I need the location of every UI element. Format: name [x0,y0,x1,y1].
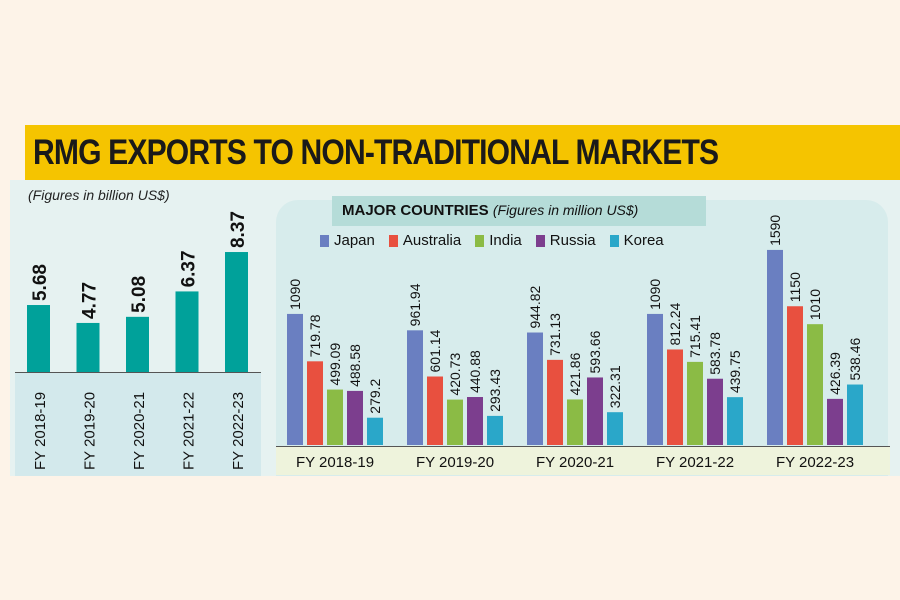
bar-korea [487,415,503,445]
bar-australia [667,349,683,445]
total-value-label: 5.68 [30,264,51,301]
bar-value-label: 1010 [807,289,823,320]
bar-india [327,389,343,445]
bar-korea [367,417,383,445]
total-value-label: 4.77 [80,282,101,319]
bar-korea [607,412,623,445]
left-x-tick-label: FY 2020-21 [131,392,148,470]
total-value-label: 5.08 [129,276,150,313]
bar-japan [527,332,543,445]
bar-value-label: 420.73 [447,353,463,396]
left-x-tick-label: FY 2019-20 [82,392,99,470]
right-x-tick-label: FY 2018-19 [296,454,374,471]
major-countries-title-box: MAJOR COUNTRIES (Figures in million US$) [332,196,706,226]
bar-value-label: 1090 [647,279,663,310]
total-bar [76,322,100,372]
bar-russia [347,390,363,445]
bar-india [447,399,463,445]
left-chart-subtitle: (Figures in billion US$) [28,187,170,203]
chart-title: RMG EXPORTS TO NON-TRADITIONAL MARKETS [33,133,719,172]
bar-value-label: 1150 [787,272,803,302]
right-x-tick-label: FY 2019-20 [416,454,494,471]
bar-value-label: 322.31 [607,365,623,408]
bar-russia [587,377,603,445]
left-x-axis-band [15,372,261,476]
legend-label: India [489,232,522,249]
legend: Japan Australia India Russia Korea [320,232,664,249]
bar-value-label: 279.2 [367,378,383,413]
left-x-tick-label: FY 2018-19 [32,392,49,470]
bar-japan [407,330,423,445]
bar-value-label: 715.41 [687,315,703,358]
left-x-tick-label: FY 2021-22 [181,392,198,470]
legend-item-australia: Australia [388,232,462,249]
bar-value-label: 1090 [287,279,303,310]
legend-swatch [535,234,545,247]
legend-label: Russia [549,232,596,249]
total-bar [175,291,199,372]
total-bar [27,305,50,372]
bar-russia [827,398,843,445]
bar-value-label: 593.66 [587,330,603,373]
bar-value-label: 601.14 [427,329,443,372]
bar-australia [547,359,563,445]
legend-item-russia: Russia [535,232,596,249]
left-x-tick-label: FY 2022-23 [230,392,247,470]
bar-korea [727,397,743,445]
total-value-label: 6.37 [179,250,200,287]
right-x-tick-label: FY 2022-23 [776,454,854,471]
bar-value-label: 293.43 [487,369,503,412]
legend-swatch [320,234,329,247]
bar-japan [767,249,783,445]
bar-japan [647,313,663,445]
major-countries-title: MAJOR COUNTRIES [342,202,489,219]
legend-label: Japan [334,232,375,249]
bar-value-label: 488.58 [347,344,363,387]
total-value-label: 8.37 [228,211,249,248]
bar-value-label: 426.39 [827,352,843,395]
bar-australia [307,361,323,445]
bar-value-label: 961.94 [407,283,423,326]
bar-value-label: 731.13 [547,313,563,356]
bar-value-label: 538.46 [847,337,863,380]
bar-value-label: 812.24 [667,302,683,345]
total-bar [225,252,248,372]
legend-item-india: India [475,232,522,249]
right-x-tick-label: FY 2020-21 [536,454,614,471]
bar-india [687,361,703,445]
title-banner: RMG EXPORTS TO NON-TRADITIONAL MARKETS [25,125,900,180]
bar-value-label: 944.82 [527,285,543,328]
bar-value-label: 440.88 [467,350,483,393]
legend-swatch [475,234,485,247]
bar-value-label: 421.86 [567,352,583,395]
bar-value-label: 719.78 [307,314,323,357]
bar-value-label: 583.78 [707,332,723,375]
right-x-axis-band [276,446,890,475]
bar-value-label: 499.09 [327,343,343,386]
bar-japan [287,313,303,445]
bar-russia [707,378,723,445]
right-x-tick-label: FY 2021-22 [656,454,734,471]
bar-india [567,399,583,445]
legend-swatch [609,234,619,247]
legend-item-korea: Korea [609,232,664,249]
bar-australia [427,376,443,445]
bar-value-label: 439.75 [727,350,743,393]
major-countries-subtitle: (Figures in million US$) [492,202,639,218]
legend-swatch [388,234,398,247]
total-bar [126,316,149,372]
bar-value-label: 1590 [767,215,783,246]
bar-russia [467,397,483,445]
legend-label: Australia [402,232,462,249]
bar-korea [847,384,863,445]
legend-label: Korea [623,232,664,249]
bar-india [807,324,823,445]
legend-item-japan: Japan [320,232,375,249]
bar-australia [787,306,803,445]
